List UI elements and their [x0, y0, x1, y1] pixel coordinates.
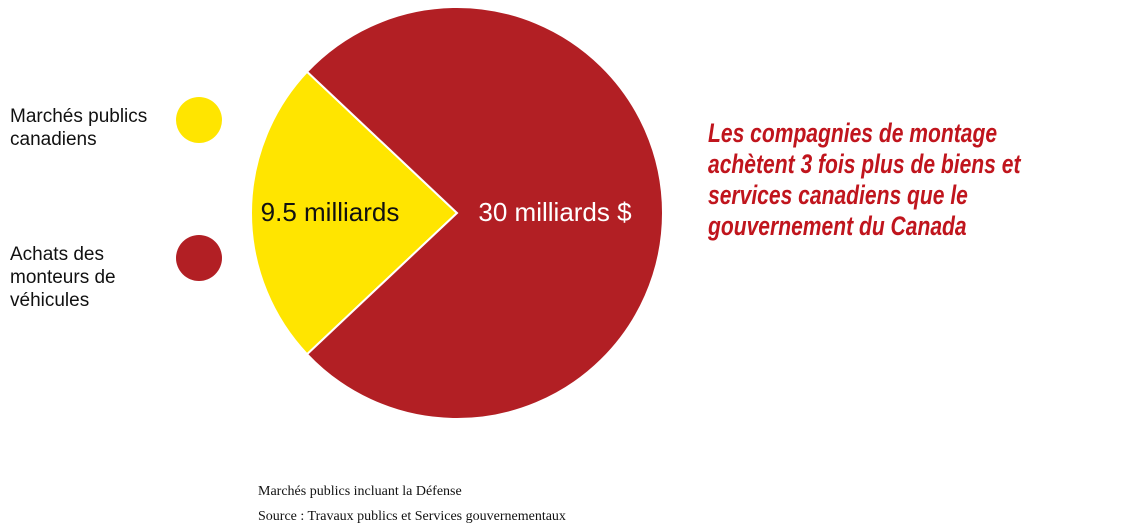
legend-label: Achats des monteurs de véhicules — [10, 244, 116, 311]
legend-swatch — [176, 235, 222, 281]
pie-slice — [305, 6, 664, 420]
legend-swatch — [176, 97, 222, 143]
legend-label: Marchés publics canadiens — [10, 106, 148, 150]
pie-slice — [250, 70, 459, 356]
data-label: 30 milliards $ — [478, 197, 632, 227]
footnote: Source : Travaux publics et Services gou… — [258, 509, 566, 524]
footnote: Marchés publics incluant la Défense — [258, 484, 462, 499]
annotation: Les compagnies de montage achètent 3 foi… — [708, 118, 1021, 241]
data-label: 9.5 milliards — [260, 197, 400, 227]
